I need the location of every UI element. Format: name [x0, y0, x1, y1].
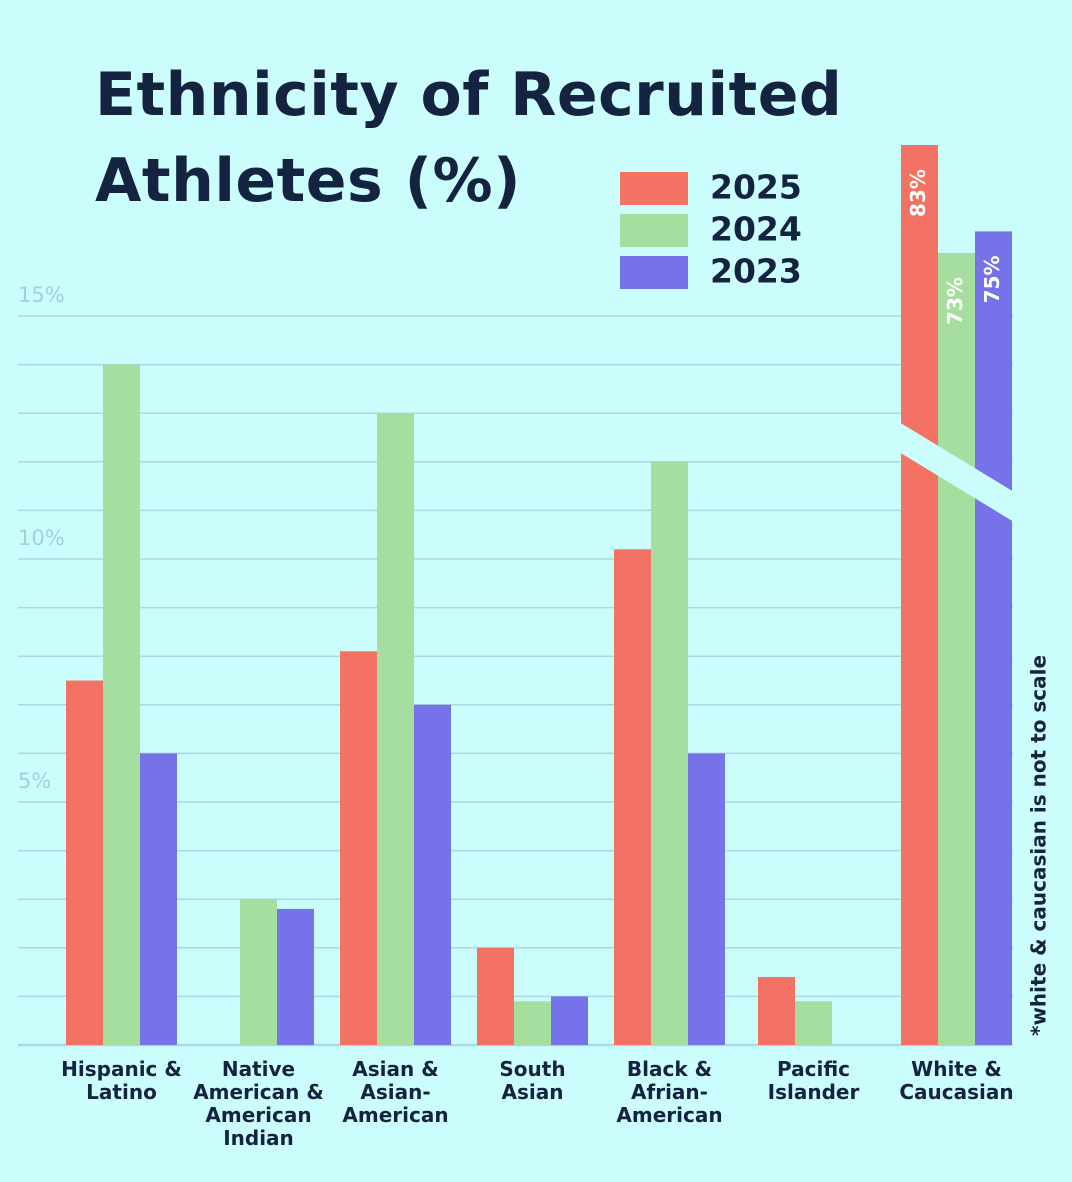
x-tick-label: Black & Afrian- American	[616, 1057, 723, 1127]
bar	[901, 145, 938, 1045]
note: *white & caucasian is not to scale	[1027, 655, 1051, 1036]
y-tick-label: 10%	[18, 526, 65, 550]
bar	[377, 413, 414, 1045]
bar	[277, 908, 314, 1045]
bar	[688, 753, 725, 1045]
x-tick-label: Hispanic & Latino	[61, 1057, 182, 1104]
y-tick-label: 5%	[18, 769, 51, 793]
legend-label: 2025	[710, 168, 802, 207]
bar	[140, 753, 177, 1045]
legend-label: 2024	[710, 210, 802, 249]
value-label: 73%	[943, 277, 967, 325]
bar	[103, 364, 140, 1046]
bar	[240, 899, 277, 1045]
bar	[414, 704, 451, 1045]
legend-label: 2023	[710, 252, 802, 291]
x-tick-label: White & Caucasian	[899, 1057, 1014, 1104]
legend-swatch	[620, 172, 688, 205]
x-tick-label: Asian & Asian- American	[342, 1057, 449, 1127]
bar	[340, 651, 377, 1045]
bar	[938, 253, 975, 1045]
axis-break	[899, 422, 1014, 522]
bar	[795, 1001, 832, 1045]
bar	[614, 549, 651, 1045]
x-tick-label: Pacific Islander	[767, 1057, 860, 1104]
legend-swatch	[620, 214, 688, 247]
bar	[758, 976, 795, 1045]
bar	[477, 947, 514, 1045]
bar	[551, 996, 588, 1045]
bar	[66, 680, 103, 1045]
bar	[651, 461, 688, 1045]
x-tick-label: South Asian	[499, 1057, 566, 1104]
y-tick-label: 15%	[18, 283, 65, 307]
chart-title: Ethnicity of Recruited Athletes (%)	[95, 60, 843, 216]
x-tick-label: Native American & American Indian	[193, 1057, 324, 1150]
bar	[975, 231, 1012, 1045]
legend-swatch	[620, 256, 688, 289]
bar	[514, 1001, 551, 1045]
value-label: 83%	[906, 169, 930, 217]
value-label: 75%	[980, 255, 1004, 303]
